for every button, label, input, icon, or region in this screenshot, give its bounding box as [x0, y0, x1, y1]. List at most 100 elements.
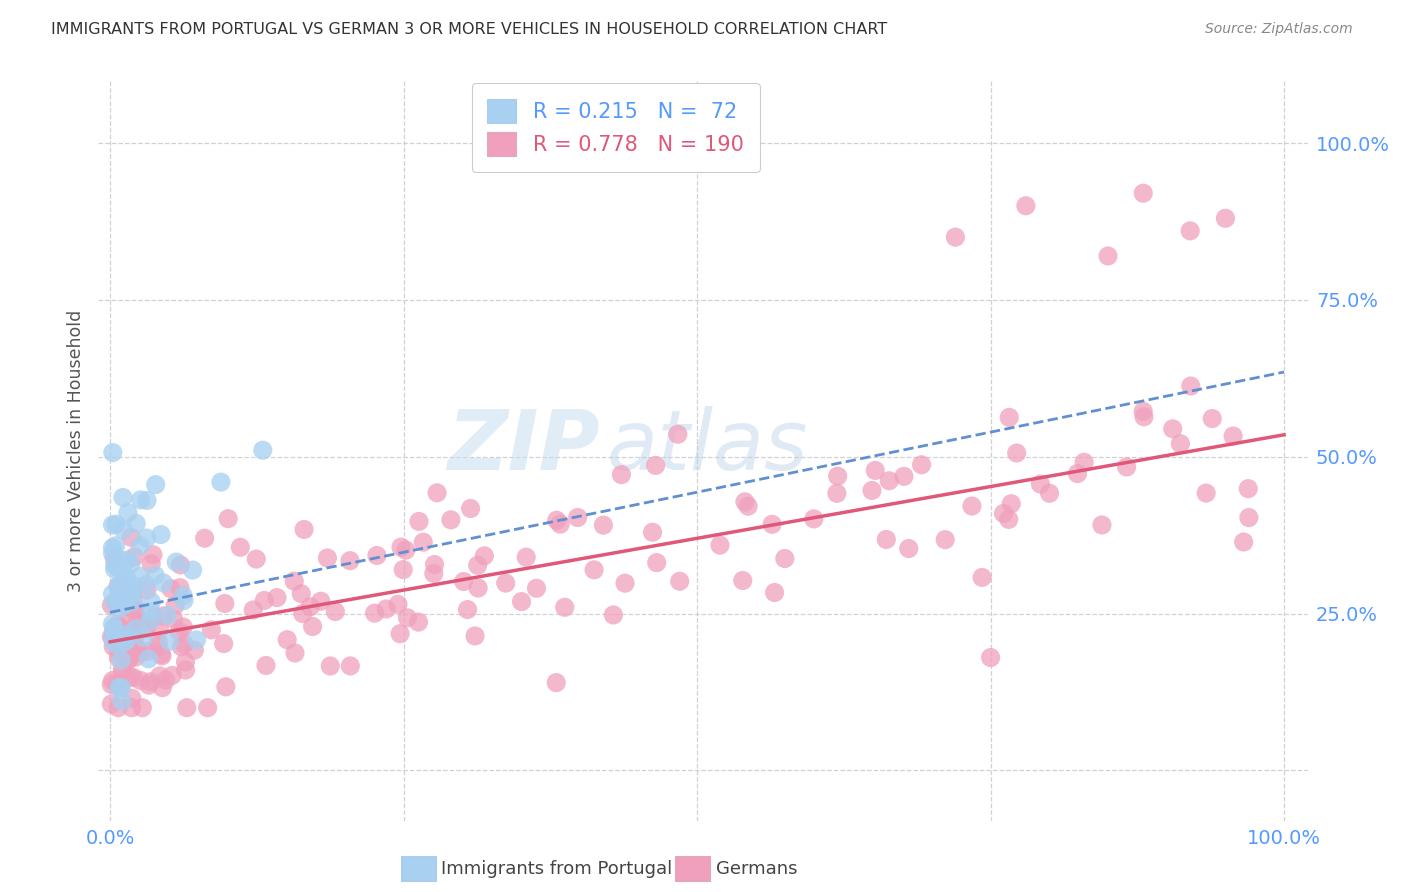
Point	[1000, 497, 1022, 511]
Point	[108, 595, 131, 609]
Point	[546, 675, 568, 690]
Point	[1038, 486, 1060, 500]
Point	[122, 578, 145, 592]
Point	[194, 531, 217, 545]
Point	[389, 626, 412, 640]
Point	[112, 523, 135, 537]
Point	[1201, 411, 1223, 425]
Point	[110, 653, 132, 667]
Point	[526, 581, 548, 595]
Point	[100, 677, 122, 691]
Point	[101, 541, 124, 555]
Point	[583, 563, 606, 577]
Point	[877, 474, 900, 488]
Point	[641, 525, 664, 540]
Point	[101, 517, 124, 532]
Point	[125, 622, 148, 636]
Point	[169, 581, 191, 595]
Point	[124, 641, 146, 656]
Point	[515, 550, 537, 565]
Point	[111, 553, 134, 567]
Point	[363, 606, 385, 620]
Point	[426, 485, 449, 500]
Point	[1180, 224, 1202, 238]
Point	[183, 643, 205, 657]
Point	[117, 589, 139, 603]
Point	[103, 551, 125, 566]
Point	[1029, 477, 1052, 491]
Text: atlas: atlas	[606, 406, 808, 487]
Point	[108, 681, 131, 695]
Point	[124, 549, 146, 564]
Point	[135, 577, 157, 591]
Point	[644, 458, 666, 473]
Point	[111, 491, 134, 505]
Point	[141, 595, 163, 609]
Point	[150, 681, 173, 695]
Point	[709, 538, 731, 552]
Point	[120, 530, 142, 544]
Point	[135, 531, 157, 545]
Point	[117, 614, 139, 628]
Point	[301, 619, 323, 633]
Point	[125, 649, 148, 664]
Point	[1133, 409, 1156, 424]
Point	[115, 627, 138, 641]
Point	[121, 700, 143, 714]
Point	[366, 549, 388, 563]
Point	[1115, 459, 1137, 474]
Point	[107, 621, 129, 635]
Point	[121, 621, 143, 635]
Point	[101, 631, 124, 645]
Point	[103, 640, 125, 654]
Point	[115, 575, 138, 590]
Point	[395, 543, 418, 558]
Point	[162, 612, 184, 626]
Point	[103, 627, 125, 641]
Point	[389, 540, 412, 554]
Point	[299, 599, 322, 614]
Point	[339, 554, 361, 568]
Point	[174, 655, 197, 669]
Text: Source: ZipAtlas.com: Source: ZipAtlas.com	[1205, 22, 1353, 37]
Point	[117, 653, 139, 667]
Point	[122, 594, 145, 608]
Point	[408, 615, 430, 629]
Point	[893, 469, 915, 483]
Point	[972, 570, 994, 584]
Point	[827, 469, 849, 483]
Point	[773, 551, 796, 566]
Point	[910, 458, 932, 472]
Point	[980, 650, 1002, 665]
Point	[408, 515, 430, 529]
Point	[1005, 446, 1028, 460]
Point	[101, 587, 124, 601]
Point	[731, 574, 754, 588]
Point	[173, 593, 195, 607]
Point	[111, 694, 134, 708]
Point	[165, 555, 187, 569]
Point	[1132, 404, 1154, 418]
Point	[229, 541, 252, 555]
Point	[117, 553, 139, 567]
Point	[610, 467, 633, 482]
Point	[163, 599, 186, 613]
Point	[103, 596, 125, 610]
Point	[134, 615, 156, 629]
Point	[115, 633, 138, 648]
Point	[1222, 429, 1244, 443]
Point	[998, 410, 1021, 425]
Point	[614, 576, 637, 591]
Text: Germans: Germans	[716, 860, 797, 878]
Point	[172, 620, 194, 634]
Point	[139, 605, 162, 619]
Point	[125, 640, 148, 655]
Point	[160, 582, 183, 596]
Point	[467, 581, 489, 595]
Point	[387, 598, 409, 612]
Point	[860, 483, 883, 498]
Point	[934, 533, 956, 547]
Point	[129, 569, 152, 583]
Point	[316, 550, 339, 565]
Point	[118, 670, 141, 684]
